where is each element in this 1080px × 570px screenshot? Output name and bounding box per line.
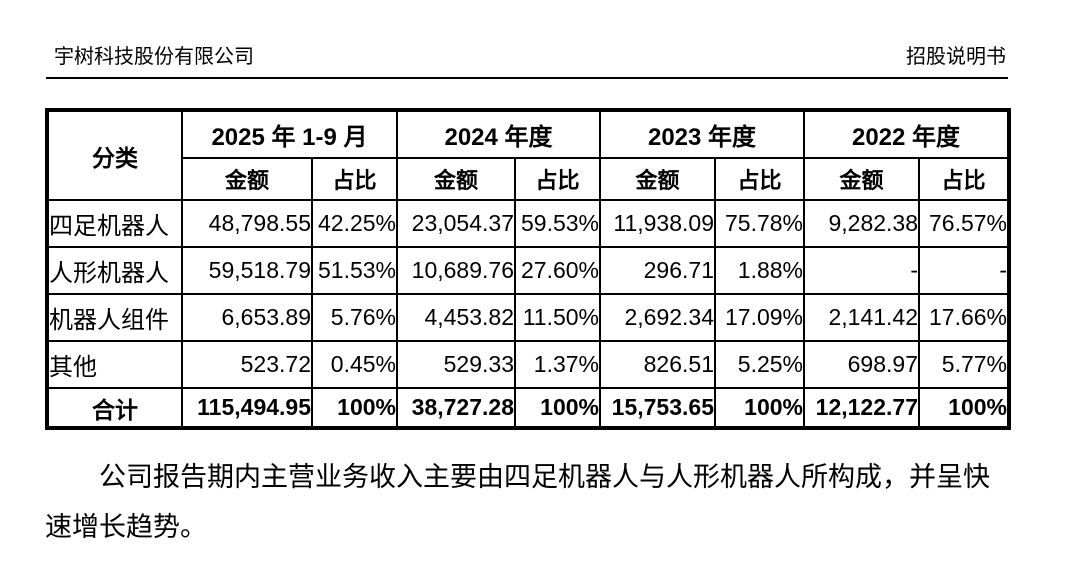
period-header-2024: 2024 年度: [396, 109, 601, 159]
amount-cell: 698.97: [803, 340, 920, 389]
amount-cell: 11,938.09: [599, 199, 716, 248]
ratio-cell: 5.76%: [311, 293, 398, 342]
ratio-cell: 17.66%: [918, 293, 1010, 342]
row-category: 其他: [46, 340, 183, 389]
amount-cell: 6,653.89: [181, 293, 313, 342]
table-row-components: 机器人组件 6,653.89 5.76% 4,453.82 11.50% 2,6…: [46, 293, 1010, 342]
amount-header: 金额: [181, 157, 313, 201]
body-paragraph: 公司报告期内主营业务收入主要由四足机器人与人形机器人所构成，并呈快速增长趋势。: [45, 462, 990, 542]
amount-cell: 115,494.95: [181, 387, 313, 429]
amount-cell: 9,282.38: [803, 199, 920, 248]
table-row-total: 合计 115,494.95 100% 38,727.28 100% 15,753…: [46, 387, 1010, 429]
period-header-2022: 2022 年度: [803, 109, 1010, 159]
ratio-cell: 42.25%: [311, 199, 398, 248]
page-header: 宇树科技股份有限公司 招股说明书: [46, 40, 1008, 79]
row-category: 机器人组件: [46, 293, 183, 342]
amount-cell: 10,689.76: [396, 246, 516, 295]
ratio-cell: 59.53%: [514, 199, 601, 248]
category-header: 分类: [46, 109, 183, 201]
table-row-periods: 分类 2025 年 1-9 月 2024 年度 2023 年度 2022 年度: [46, 109, 1010, 201]
company-name: 宇树科技股份有限公司: [54, 46, 254, 68]
ratio-cell: 76.57%: [918, 199, 1010, 248]
amount-header: 金额: [599, 157, 716, 201]
ratio-cell: -: [918, 246, 1010, 295]
table-row-other: 其他 523.72 0.45% 529.33 1.37% 826.51 5.25…: [46, 340, 1010, 389]
ratio-header: 占比: [311, 157, 398, 201]
ratio-cell: 5.25%: [714, 340, 805, 389]
amount-header: 金额: [396, 157, 516, 201]
ratio-cell: 100%: [514, 387, 601, 429]
ratio-cell: 27.60%: [514, 246, 601, 295]
amount-cell: 23,054.37: [396, 199, 516, 248]
revenue-table: 分类 2025 年 1-9 月 2024 年度 2023 年度 2022 年度 …: [45, 108, 1011, 430]
ratio-cell: 100%: [918, 387, 1010, 429]
amount-cell: 2,141.42: [803, 293, 920, 342]
ratio-cell: 11.50%: [514, 293, 601, 342]
ratio-cell: 17.09%: [714, 293, 805, 342]
amount-cell: 2,692.34: [599, 293, 716, 342]
amount-cell: 523.72: [181, 340, 313, 389]
ratio-cell: 100%: [714, 387, 805, 429]
ratio-cell: 5.77%: [918, 340, 1010, 389]
ratio-header: 占比: [714, 157, 805, 201]
amount-cell: 38,727.28: [396, 387, 516, 429]
amount-cell: 529.33: [396, 340, 516, 389]
amount-cell: 826.51: [599, 340, 716, 389]
amount-header: 金额: [803, 157, 920, 201]
document-type: 招股说明书: [906, 46, 1006, 68]
amount-cell: 4,453.82: [396, 293, 516, 342]
ratio-cell: 75.78%: [714, 199, 805, 248]
amount-cell: -: [803, 246, 920, 295]
ratio-cell: 1.88%: [714, 246, 805, 295]
row-category: 人形机器人: [46, 246, 183, 295]
ratio-cell: 100%: [311, 387, 398, 429]
amount-cell: 59,518.79: [181, 246, 313, 295]
table-row-quadruped: 四足机器人 48,798.55 42.25% 23,054.37 59.53% …: [46, 199, 1010, 248]
ratio-header: 占比: [918, 157, 1010, 201]
ratio-cell: 0.45%: [311, 340, 398, 389]
table-row-humanoid: 人形机器人 59,518.79 51.53% 10,689.76 27.60% …: [46, 246, 1010, 295]
total-label: 合计: [46, 387, 183, 429]
period-header-2025: 2025 年 1-9 月: [181, 109, 398, 159]
ratio-cell: 1.37%: [514, 340, 601, 389]
ratio-cell: 51.53%: [311, 246, 398, 295]
period-header-2023: 2023 年度: [599, 109, 805, 159]
amount-cell: 48,798.55: [181, 199, 313, 248]
amount-cell: 15,753.65: [599, 387, 716, 429]
ratio-header: 占比: [514, 157, 601, 201]
table-row-subheaders: 金额 占比 金额 占比 金额 占比 金额 占比: [47, 157, 1010, 201]
amount-cell: 296.71: [599, 246, 716, 295]
row-category: 四足机器人: [46, 199, 183, 248]
amount-cell: 12,122.77: [803, 387, 920, 429]
